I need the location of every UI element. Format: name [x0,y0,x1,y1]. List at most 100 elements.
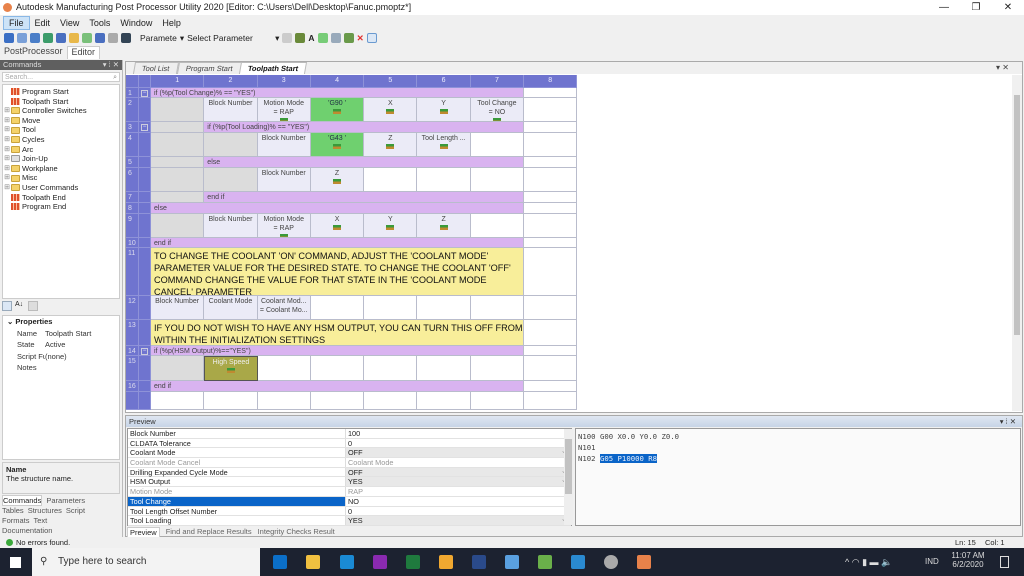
column-header[interactable]: 1 [151,75,205,88]
control-block[interactable]: end if [151,381,525,392]
row-number[interactable]: 2 [126,98,139,122]
grid-cell[interactable]: Z [417,214,471,238]
tree-item[interactable]: ⊞ Workplane [3,164,119,174]
control-block[interactable]: end if [204,192,525,203]
parameter-dropdown[interactable]: Paramete [140,33,177,43]
grid-cell[interactable]: Y [417,98,471,122]
parameter-value[interactable]: Coolant Mode [348,458,394,468]
find-icon[interactable] [121,33,131,43]
parameter-value-dropdown[interactable]: OFF [346,446,571,457]
tree-item[interactable]: ⊞ Controller Switches [3,106,119,116]
comment-block[interactable]: IF YOU DO NOT WISH TO HAVE ANY HSM OUTPU… [151,320,525,346]
parameter-value-dropdown[interactable]: OFF [346,466,571,477]
control-block[interactable]: else [151,203,525,214]
grid-cell[interactable] [151,157,205,168]
format-icon[interactable] [317,33,328,43]
grid-cell[interactable] [417,168,471,192]
grid-cell[interactable]: Block Number [204,98,258,122]
back-icon[interactable] [4,33,14,43]
grid-cell[interactable] [470,133,525,157]
user-icon[interactable] [330,33,341,43]
control-block[interactable]: if (%p(Tool Change)% == "YES") [151,88,525,98]
grid-cell[interactable]: Tool Length ... [417,133,471,157]
tree-item[interactable]: ⊞ Move [3,116,119,126]
tab-text[interactable]: Text [33,516,48,525]
grid-cell[interactable]: Motion Mode = RAP [257,214,311,238]
expand-icon[interactable]: ⊞ [4,174,10,182]
parameter-row[interactable]: Coolant Mode OFF [128,446,571,459]
grid-cell[interactable] [524,157,578,168]
property-value[interactable]: Active [45,340,66,349]
expand-icon[interactable]: ⊞ [4,135,10,143]
grid-cell[interactable] [151,356,205,381]
expand-icon[interactable]: ⊞ [4,107,10,115]
row-number[interactable]: 14 [126,346,139,356]
tree-item[interactable]: Program Start [3,87,119,97]
grid-cell[interactable] [151,168,205,192]
tab-tool-list[interactable]: Tool List [132,62,179,74]
menu-edit[interactable]: Edit [34,17,51,28]
collapse-icon[interactable]: − [141,348,148,355]
grid-cell[interactable]: 'G43 ' [310,133,365,157]
grid-cell[interactable]: Block Number [257,133,311,157]
tab-postprocessor[interactable]: PostProcessor [4,46,63,56]
search-icon[interactable] [69,33,79,43]
grid-cell[interactable] [470,392,525,410]
row-number[interactable]: 5 [126,157,139,168]
selected-output-text[interactable]: G05 P10000 R8 [599,454,658,463]
collapse-icon[interactable]: − [141,90,148,97]
close-button[interactable]: ✕ [1003,2,1013,13]
tab-tables[interactable]: Tables [2,506,24,515]
parameter-value[interactable]: 0 [348,506,353,516]
tree-item[interactable]: ⊞ Join-Up [3,154,119,164]
grid-cell[interactable] [151,122,205,133]
property-pages-icon[interactable] [28,301,38,311]
app-icon[interactable] [571,555,585,569]
check-icon[interactable] [82,33,92,43]
tree-item[interactable]: ⊞ Misc [3,173,119,183]
grid-cell[interactable] [310,296,365,320]
minimize-button[interactable]: — [939,2,949,13]
grid-cell[interactable] [524,133,578,157]
grid-cell[interactable] [524,214,578,238]
grid-cell[interactable] [151,133,205,157]
grid-cell[interactable] [470,168,525,192]
tab-documentation[interactable]: Documentation [2,526,53,535]
column-header[interactable]: 5 [364,75,418,88]
parameter-row[interactable]: Tool Change NO [128,496,571,507]
tab-formats[interactable]: Formats [2,516,30,525]
column-header[interactable]: 3 [257,75,311,88]
grid-cell[interactable] [524,356,578,381]
parameter-row[interactable]: Motion Mode RAP [128,487,571,497]
column-header[interactable]: 2 [204,75,258,88]
grid-cell[interactable] [151,392,205,410]
property-row[interactable]: Name Toolpath Start [3,328,119,340]
tree-item[interactable]: ⊞ Cycles [3,135,119,145]
row-number[interactable]: 15 [126,356,139,381]
grid-cell[interactable]: 'G90 ' [310,98,365,122]
row-number[interactable]: 11 [126,248,139,296]
grid-cell[interactable]: High Speed [204,356,258,381]
expand-icon[interactable]: ⊞ [4,183,10,191]
grid-cell[interactable]: Y [364,214,418,238]
save-icon[interactable] [56,33,66,43]
grid-cell[interactable] [364,296,418,320]
panel-controls[interactable]: ▾ ⁞ ✕ [102,60,119,69]
grid-cell[interactable]: Block Number [151,296,205,320]
column-header[interactable]: 6 [417,75,471,88]
grid-cell[interactable]: Motion Mode = RAP [257,98,311,122]
toggle-view-icon[interactable] [366,33,377,43]
tab-find-replace-results[interactable]: Find and Replace Results [165,527,252,536]
row-number[interactable]: 8 [126,203,139,214]
grid-cell[interactable]: Z [364,133,418,157]
language-indicator[interactable]: IND [925,557,939,566]
forward-icon[interactable] [17,33,27,43]
parameter-value[interactable]: 0 [348,438,353,448]
property-row[interactable]: State Active [3,339,119,351]
parameter-value[interactable]: RAP [348,487,364,497]
edit-icon[interactable] [343,33,354,43]
grid-cell[interactable] [524,381,578,392]
tab-integrity-checks[interactable]: Integrity Checks Result [257,527,335,536]
grid-cell[interactable] [524,88,578,98]
grid-cell[interactable] [524,392,578,410]
